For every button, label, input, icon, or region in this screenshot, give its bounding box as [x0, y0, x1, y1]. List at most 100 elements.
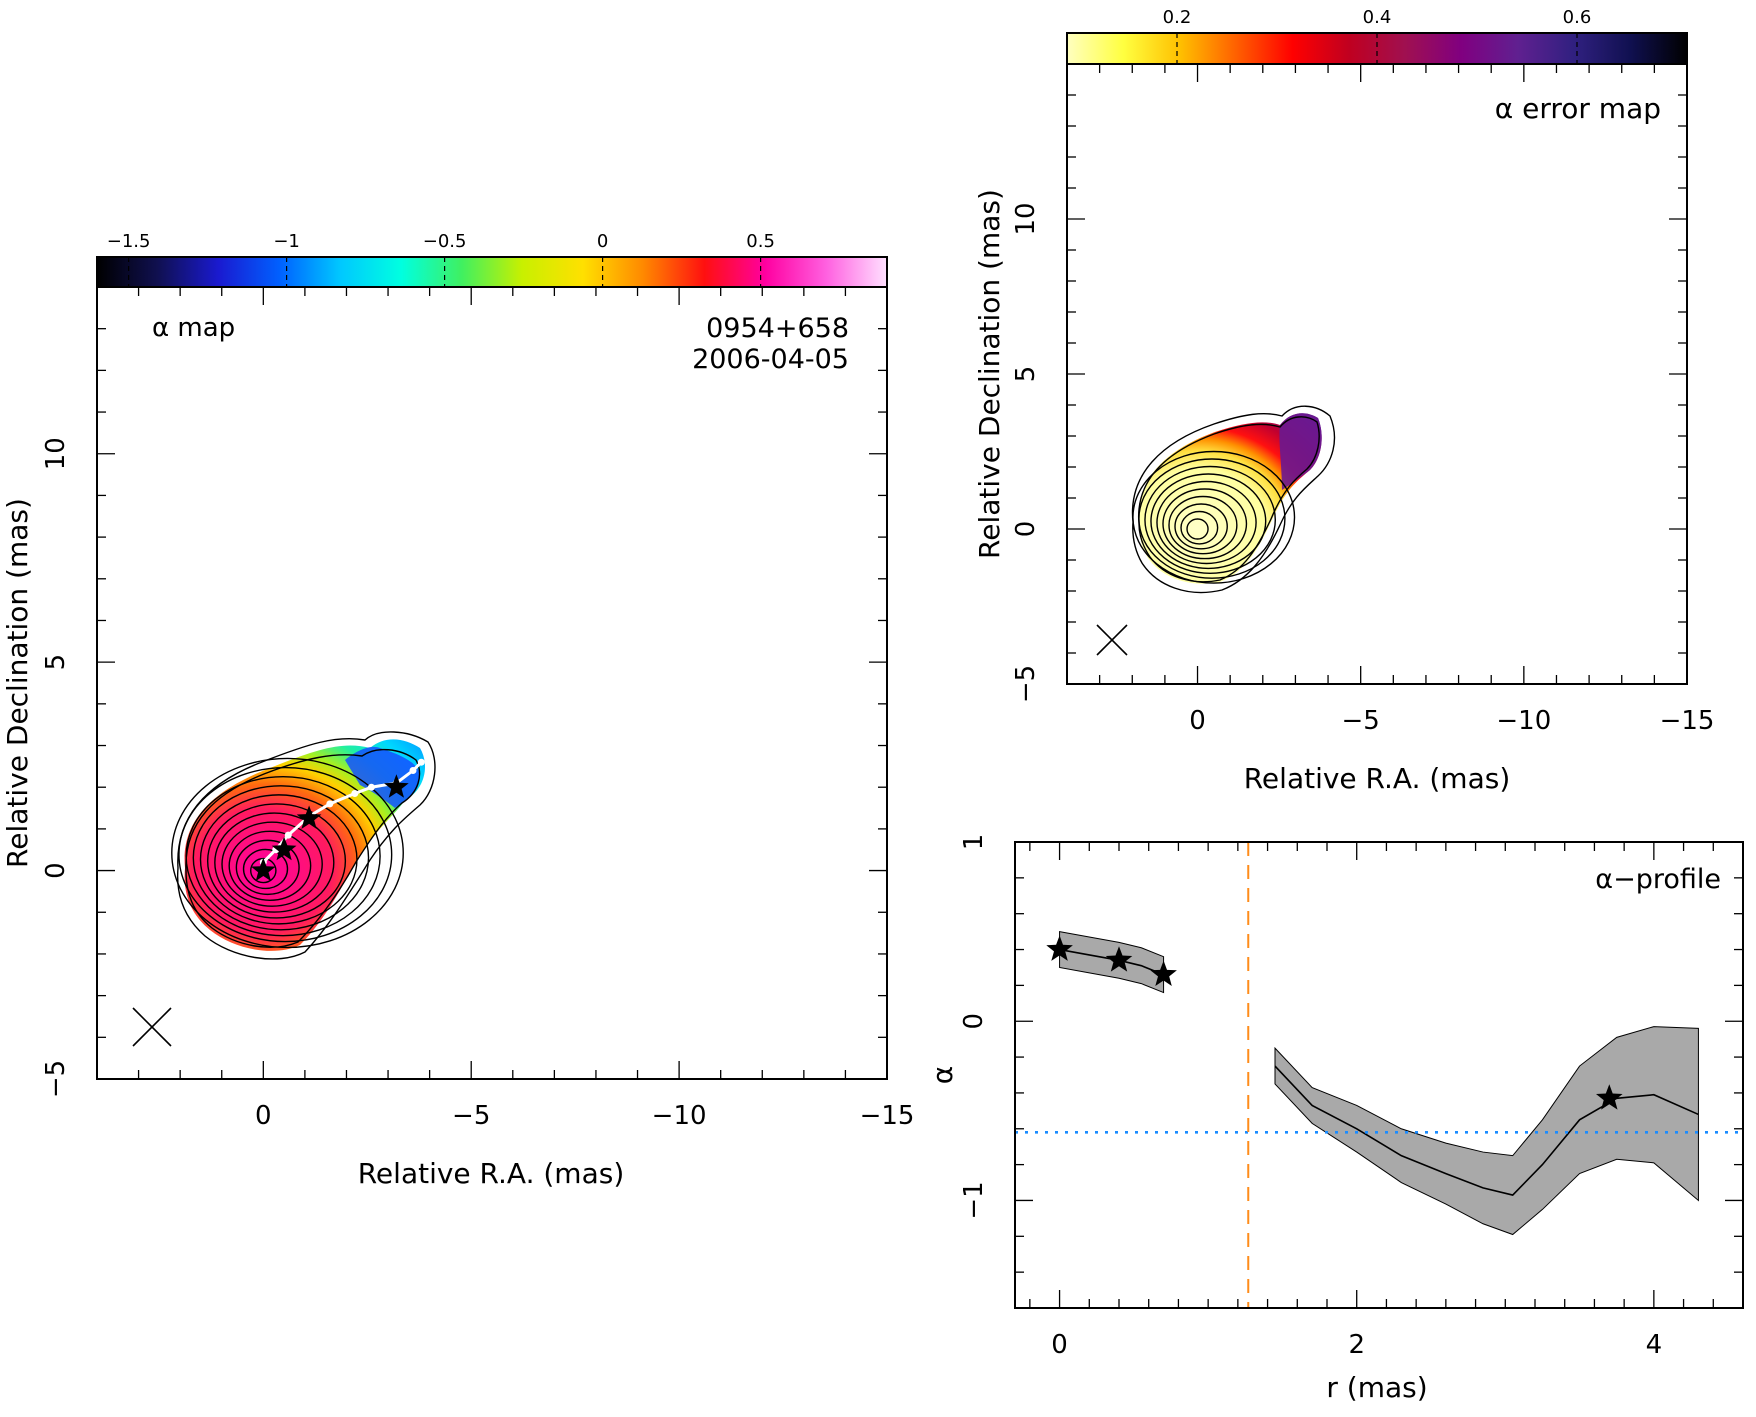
error-contour-ring — [1144, 465, 1276, 575]
colorbar-tick-label: −1 — [273, 231, 300, 252]
profile-star — [1105, 946, 1133, 972]
y-tick-label: −5 — [1011, 665, 1041, 703]
alpha-error-ylabel: Relative Declination (mas) — [973, 189, 1006, 559]
error-contour-ring — [1186, 518, 1209, 540]
alpha-colorbar-ticks: −1.5 −1 −0.5 0 0.5 — [107, 231, 775, 287]
alpha-error-frame — [1066, 63, 1688, 685]
component-star — [251, 857, 276, 882]
alpha-error-label: α error map — [1495, 92, 1661, 125]
x-tick-label: 2 — [1348, 1330, 1365, 1360]
alpha-colorbar — [96, 256, 888, 288]
ridge-point — [326, 800, 334, 808]
x-tick-label: 0 — [1051, 1330, 1068, 1360]
alpha-error-purple-knot — [1279, 413, 1322, 490]
component-star — [384, 774, 409, 798]
error-contour-ring — [1180, 510, 1219, 545]
component-star — [271, 836, 297, 861]
beam-cross-icon — [1096, 624, 1128, 656]
y-tick-label: 5 — [1011, 366, 1041, 383]
x-tick-label: 4 — [1646, 1330, 1663, 1360]
alpha-contour-ring — [221, 821, 323, 907]
colorbar-tick-label: −1.5 — [107, 231, 151, 252]
ridge-point — [417, 758, 425, 766]
error-contour-ring — [1162, 488, 1248, 560]
alpha-profile-xlabel: r (mas) — [1326, 1371, 1427, 1404]
y-tick-label: −5 — [41, 1060, 71, 1098]
alpha-map-ylabel: Relative Declination (mas) — [1, 498, 34, 868]
alpha-contour-ring — [192, 785, 370, 931]
x-tick-label: −15 — [1660, 706, 1715, 736]
beam-cross-icon — [132, 1007, 172, 1047]
alpha-contour-ring — [185, 775, 381, 937]
observation-date: 2006-04-05 — [692, 344, 849, 375]
x-tick-label: −10 — [1496, 706, 1551, 736]
colorbar-tick-label: 0.6 — [1563, 7, 1592, 28]
alpha-profile-ylabel: α — [926, 1066, 959, 1084]
y-tick-label: 0 — [1011, 521, 1041, 538]
y-tick-label: −1 — [959, 1181, 989, 1219]
alpha-profile-axes: 0 2 4 −1 0 1 — [959, 834, 1744, 1360]
profile-line — [1274, 1065, 1699, 1196]
error-contour-ring — [1156, 480, 1257, 565]
error-contour-ring — [1174, 503, 1228, 550]
y-tick-label: 5 — [41, 654, 71, 671]
component-star — [296, 805, 322, 829]
y-tick-label: 10 — [1011, 202, 1041, 235]
alpha-contour-ring — [235, 839, 300, 896]
error-contour-ring — [1138, 458, 1286, 579]
alpha-map-contours — [171, 731, 436, 960]
alpha-map-xlabel: Relative R.A. (mas) — [358, 1157, 625, 1190]
error-band — [1274, 1026, 1699, 1236]
alpha-error-xlabel: Relative R.A. (mas) — [1244, 762, 1511, 795]
colorbar-tick-label: 0 — [597, 231, 608, 252]
alpha-profile-frame — [1014, 841, 1744, 1309]
x-tick-label: −5 — [1342, 706, 1380, 736]
x-tick-label: −5 — [452, 1101, 490, 1131]
x-tick-label: −15 — [860, 1101, 915, 1131]
error-contour-ring — [1168, 495, 1238, 555]
profile-star — [1596, 1084, 1623, 1110]
alpha-contour-ring — [228, 830, 312, 901]
alpha-error-axes: 0 −5 −10 −15 −5 0 5 10 — [1011, 63, 1715, 736]
alpha-map-axes: 0 −5 −10 −15 −5 0 5 10 — [41, 286, 915, 1131]
alpha-profile-label: α−profile — [1595, 864, 1721, 895]
ridge-point — [351, 789, 359, 797]
alpha-contour-ring — [178, 766, 393, 943]
y-tick-label: 1 — [959, 834, 989, 851]
profile-star — [1150, 960, 1177, 986]
alpha-contour-ring — [199, 794, 358, 925]
error-contour-ring — [1150, 473, 1267, 570]
colorbar-tick-label: 0.5 — [746, 231, 775, 252]
error-band — [1059, 931, 1165, 994]
y-tick-label: 0 — [41, 862, 71, 879]
colorbar-tick-label: −0.5 — [423, 231, 467, 252]
y-tick-label: 0 — [959, 1013, 989, 1030]
alpha-map-frame — [96, 286, 888, 1080]
x-tick-label: −10 — [652, 1101, 707, 1131]
alpha-map-panel: −1.5 −1 −0.5 0 0.5 0 −5 −10 −15 −5 0 5 10 α map 095… — [1, 231, 914, 1190]
alpha-error-contours — [1131, 405, 1336, 594]
source-name: 0954+658 — [706, 313, 849, 344]
alpha-error-map-panel: 0.2 0.4 0.6 0 −5 −10 −15 −5 0 5 10 α error map Re… — [973, 7, 1714, 795]
colorbar-tick-label: 0.2 — [1163, 7, 1192, 28]
error-contour-ring — [1132, 450, 1296, 584]
y-tick-label: 10 — [41, 437, 71, 470]
alpha-map-stars — [251, 774, 409, 882]
ridge-point — [409, 767, 417, 775]
profile-error-bands — [1059, 931, 1699, 1236]
alpha-map-label: α map — [152, 313, 235, 343]
alpha-contour-ring — [214, 812, 335, 913]
alpha-contour-ring — [206, 803, 347, 919]
profile-stars — [1046, 935, 1623, 1110]
alpha-contour-ring — [171, 757, 404, 949]
ridge-point — [367, 783, 375, 791]
profile-star — [1046, 935, 1073, 961]
alpha-profile-panel: 0 2 4 −1 0 1 α−profile r (mas) α — [926, 834, 1744, 1404]
alpha-error-colorbar — [1066, 32, 1688, 65]
alpha-error-colorbar-ticks: 0.2 0.4 0.6 — [1163, 7, 1592, 64]
x-tick-label: 0 — [1189, 706, 1206, 736]
ridge-point — [284, 831, 292, 839]
colorbar-tick-label: 0.4 — [1363, 7, 1392, 28]
alpha-contour-ring — [242, 848, 289, 890]
